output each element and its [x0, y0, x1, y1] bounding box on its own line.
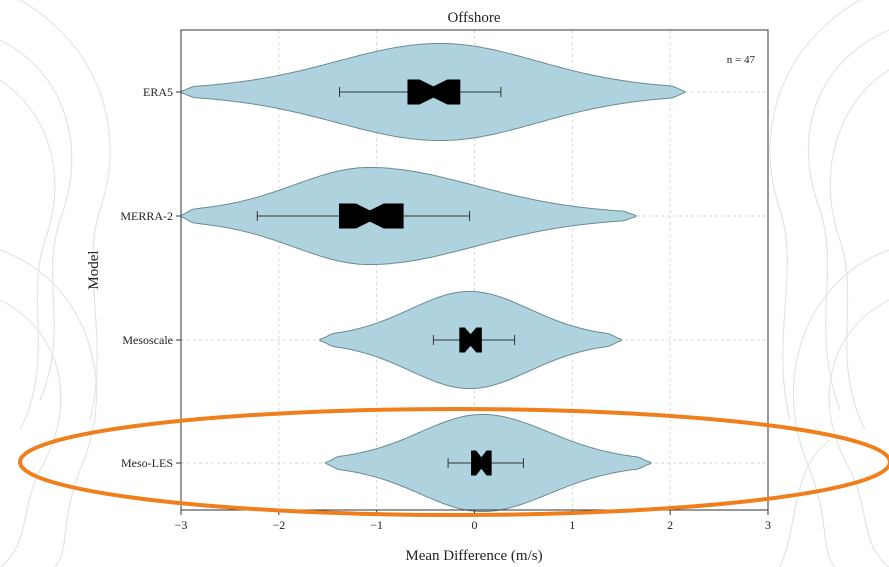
- y-tick-label-era5: ERA5: [143, 85, 173, 99]
- y-tick-label-merra-2: MERRA-2: [120, 209, 173, 223]
- notched-box: [459, 327, 482, 353]
- chart-title: Offshore: [447, 10, 500, 26]
- x-tick-label: 0: [472, 518, 478, 532]
- violin-era5: [180, 43, 686, 141]
- violin-merra-2: [180, 167, 637, 265]
- highlight-ellipse: [18, 407, 889, 517]
- x-tick-label: −2: [272, 518, 285, 532]
- x-tick-label: 2: [667, 518, 673, 532]
- x-tick-label: −1: [370, 518, 383, 532]
- x-tick-label: −3: [175, 518, 188, 532]
- notched-box: [407, 79, 461, 105]
- y-axis-label: Model: [86, 250, 102, 289]
- sample-size-annotation: n = 47: [727, 54, 756, 66]
- axis-ticks: −3 −2 −1 0 1 2 3 ERA5 MERRA-2 Mesoscale Meso-LES: [120, 85, 771, 532]
- y-tick-label-meso-les: Meso-LES: [121, 456, 173, 470]
- x-tick-label: 3: [765, 518, 771, 532]
- x-tick-label: 1: [569, 518, 575, 532]
- y-tick-label-mesoscale: Mesoscale: [122, 333, 173, 347]
- notched-box: [338, 203, 404, 229]
- violins: [180, 43, 686, 512]
- notched-box: [471, 450, 492, 476]
- x-axis-label: Mean Difference (m/s): [405, 548, 542, 564]
- violin-mesoscale: [319, 291, 622, 389]
- violin-meso-les: [325, 414, 652, 512]
